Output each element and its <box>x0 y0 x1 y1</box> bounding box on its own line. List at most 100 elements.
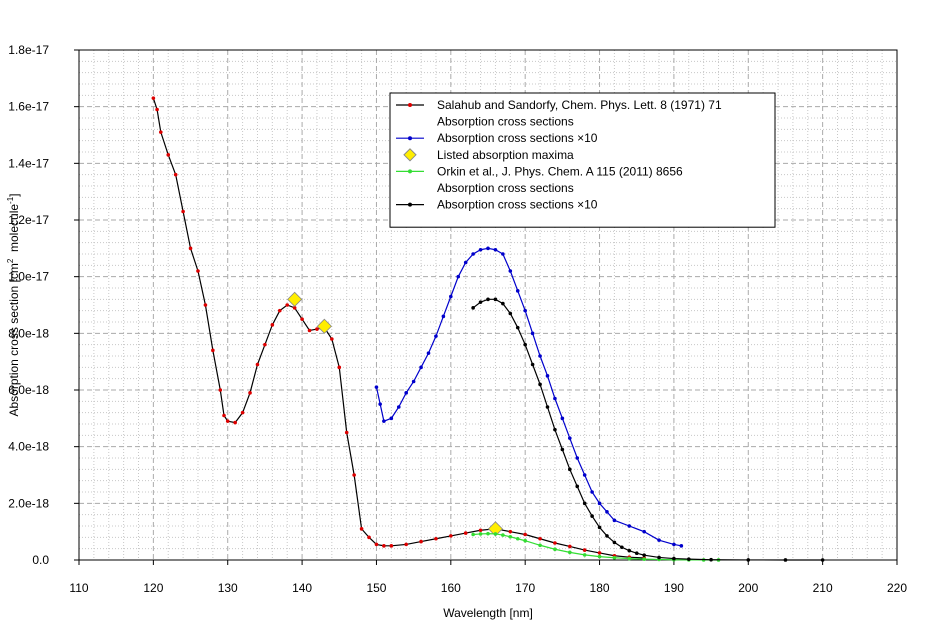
data-point <box>568 544 572 549</box>
x-tick-label: 200 <box>738 581 758 595</box>
data-point <box>487 521 504 537</box>
series-line <box>152 97 645 559</box>
data-point <box>292 306 297 310</box>
data-point <box>374 542 379 547</box>
data-point <box>315 327 319 331</box>
data-point <box>478 300 483 304</box>
data-point <box>434 334 438 338</box>
data-point <box>746 558 751 562</box>
data-point <box>449 294 453 299</box>
data-point <box>248 391 252 395</box>
data-point <box>523 342 527 347</box>
data-point <box>560 447 565 452</box>
data-point <box>155 107 159 112</box>
data-point <box>493 247 498 252</box>
data-point <box>553 427 557 432</box>
data-point <box>367 535 371 540</box>
data-point <box>686 557 691 561</box>
x-tick-label: 120 <box>143 581 163 595</box>
data-point <box>211 348 215 353</box>
data-point <box>501 533 505 537</box>
data-point <box>382 419 386 423</box>
y-tick-label: 8.0e-18 <box>8 326 49 340</box>
data-point <box>657 538 661 542</box>
data-point <box>508 529 513 534</box>
data-point <box>553 541 557 545</box>
data-point <box>352 473 356 477</box>
y-tick-label: 1.0e-17 <box>8 270 49 284</box>
y-tick-label: 1.2e-17 <box>8 213 49 227</box>
data-point <box>657 555 661 560</box>
data-point <box>582 473 587 477</box>
data-point <box>568 550 572 555</box>
data-point <box>642 557 646 561</box>
x-axis-label: Wavelength [nm] <box>443 606 533 620</box>
data-point <box>605 534 609 538</box>
data-point <box>530 331 535 336</box>
data-point <box>612 540 617 545</box>
data-point <box>523 308 527 313</box>
x-tick-label: 160 <box>441 581 461 595</box>
data-point <box>508 269 513 273</box>
legend: Salahub and Sandorfy, Chem. Phys. Lett. … <box>389 92 776 228</box>
legend-label: Orkin et al., J. Phys. Chem. A 115 (2011… <box>437 164 683 178</box>
data-point <box>478 247 483 252</box>
data-point <box>560 416 565 421</box>
data-point <box>270 323 275 327</box>
x-tick-label: 150 <box>366 581 386 595</box>
data-point <box>441 314 446 319</box>
data-point <box>508 311 513 316</box>
data-point <box>568 436 572 440</box>
data-point <box>307 328 312 333</box>
legend-label: Absorption cross sections ×10 <box>437 198 598 212</box>
y-tick-label: 1.8e-17 <box>8 43 49 57</box>
data-point <box>582 501 587 506</box>
data-point <box>389 544 394 548</box>
data-point <box>679 544 684 548</box>
data-point <box>478 528 483 533</box>
data-point <box>597 554 602 559</box>
y-tick-label: 6.0e-18 <box>8 383 49 397</box>
legend-box <box>389 92 776 228</box>
data-point <box>486 246 490 251</box>
data-point <box>240 410 245 415</box>
data-point <box>411 379 416 384</box>
data-point <box>173 172 178 177</box>
legend-label: Absorption cross sections ×10 <box>437 131 598 145</box>
data-point <box>612 518 617 523</box>
data-point <box>508 534 513 539</box>
legend-label: Absorption cross sections <box>437 115 574 129</box>
x-tick-label: 190 <box>664 581 684 595</box>
y-label-text: Absorption cross section [cm <box>7 263 21 416</box>
data-point <box>493 532 498 536</box>
data-point <box>277 308 282 313</box>
data-point <box>642 553 646 557</box>
data-point <box>538 543 542 548</box>
data-point <box>538 354 542 358</box>
data-point <box>515 289 520 293</box>
data-point <box>225 419 230 423</box>
data-point <box>382 544 386 548</box>
y-tick-label: 1.6e-17 <box>8 100 49 114</box>
data-point <box>568 467 572 472</box>
data-point <box>515 325 520 330</box>
data-point <box>545 405 550 409</box>
y-tick-label: 4.0e-18 <box>8 440 49 454</box>
data-point <box>597 501 602 506</box>
data-point <box>553 547 557 552</box>
data-point <box>344 430 349 435</box>
data-point <box>590 490 594 494</box>
data-point <box>255 362 260 367</box>
data-point <box>203 303 208 307</box>
x-tick-label: 140 <box>292 581 312 595</box>
data-point <box>330 337 334 341</box>
data-point <box>151 96 156 100</box>
data-point <box>582 553 587 557</box>
x-tick-label: 180 <box>590 581 610 595</box>
data-point <box>478 532 483 536</box>
data-point <box>434 536 438 541</box>
data-point <box>471 532 475 537</box>
data-point <box>709 557 713 562</box>
data-point <box>233 420 237 425</box>
